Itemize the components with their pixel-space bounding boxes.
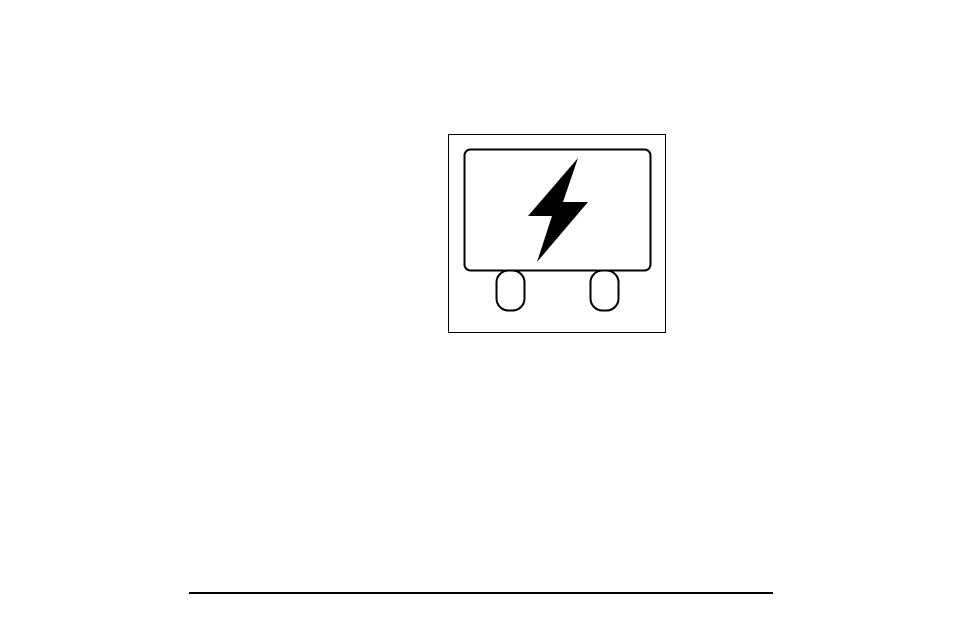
power-adapter-diagram [448,134,666,333]
horizontal-rule [189,592,773,594]
diagram-leg-right [591,271,619,311]
power-adapter-svg [448,134,666,333]
diagram-leg-left [497,271,525,311]
